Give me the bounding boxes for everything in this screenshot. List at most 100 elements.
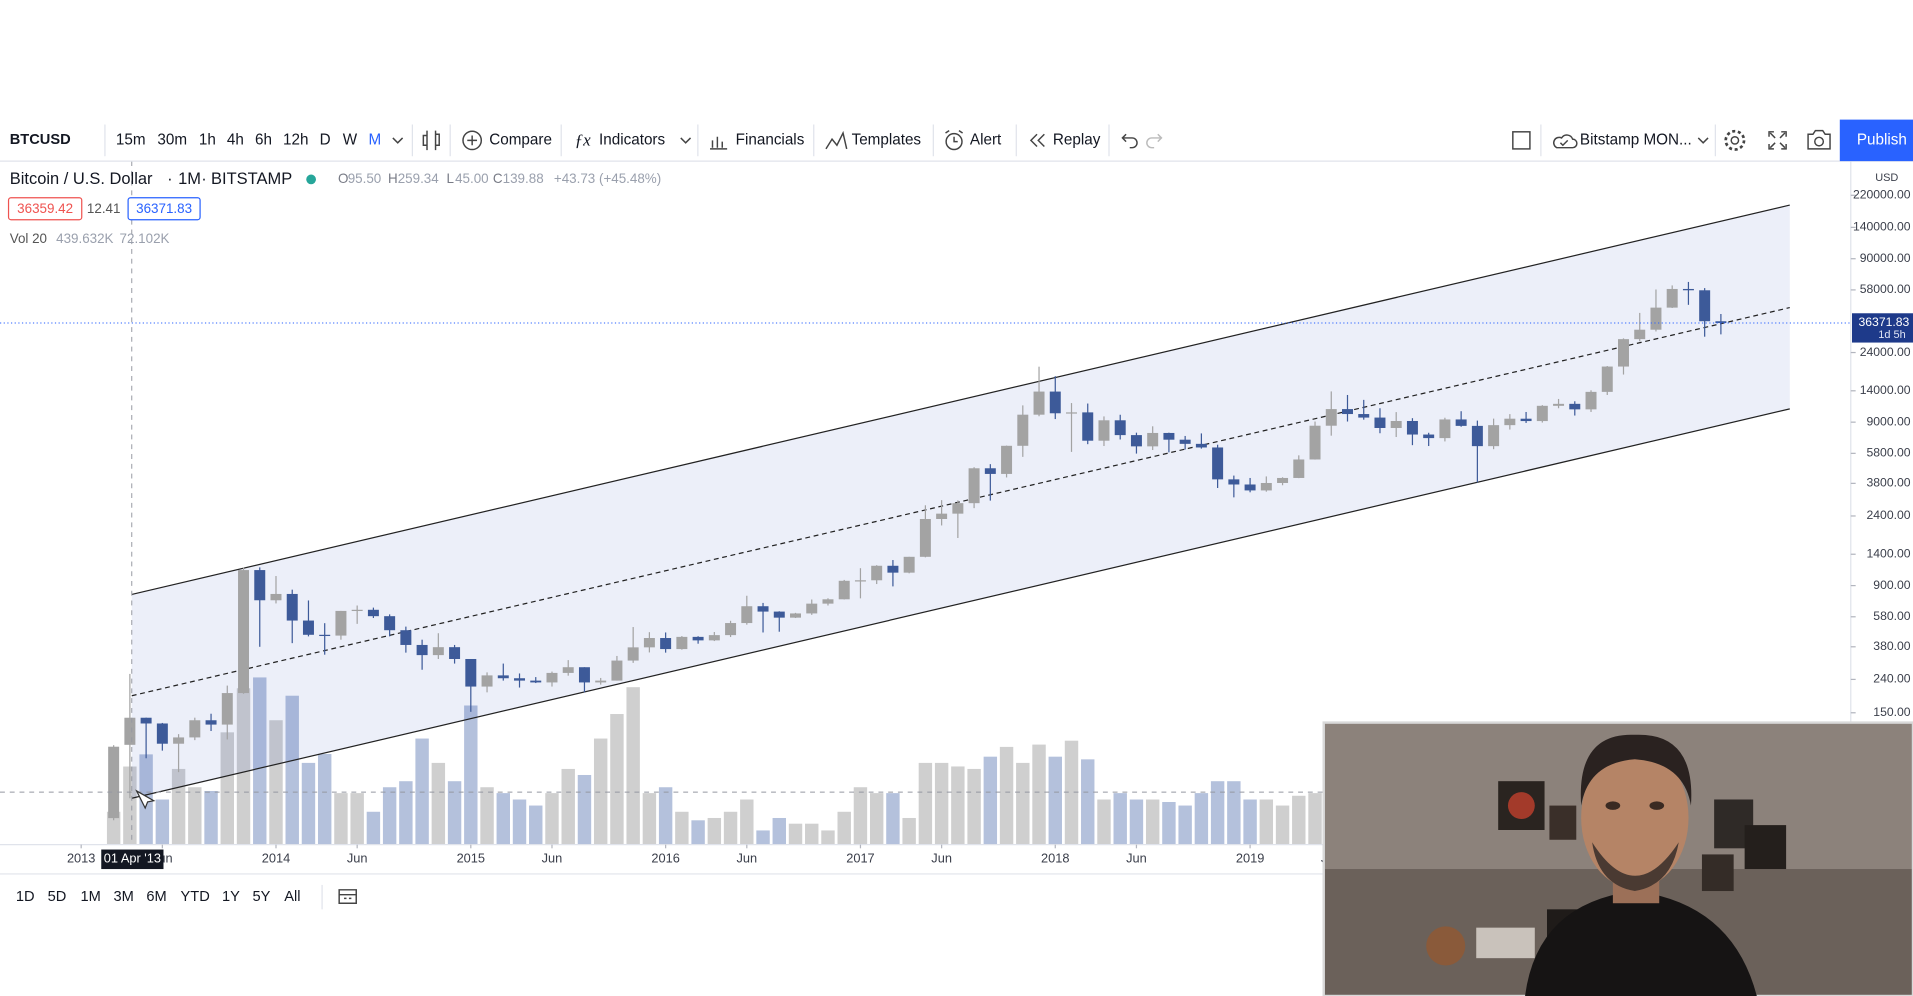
interval[interactable]: W <box>343 131 358 148</box>
dropdown-icon[interactable] <box>392 137 404 144</box>
interval[interactable]: 1h <box>199 131 216 148</box>
volume-bar <box>740 799 754 845</box>
volume-bar <box>350 793 364 845</box>
volume-bar <box>399 781 413 845</box>
volume-bar <box>1243 799 1257 845</box>
redo-icon[interactable] <box>1146 133 1163 149</box>
candle-body <box>1553 403 1565 406</box>
y-tick-label: 240.00 <box>1873 672 1910 686</box>
range-button[interactable]: All <box>284 889 300 905</box>
volume-bar <box>285 695 299 845</box>
candle-body <box>1293 459 1305 478</box>
buy-price[interactable]: 36371.83 <box>136 201 192 216</box>
snapshot-icon-lens <box>1814 136 1825 147</box>
publish-bg[interactable] <box>1839 119 1913 162</box>
range-button[interactable]: 1M <box>81 889 101 905</box>
alert-icon[interactable] <box>945 132 963 151</box>
candle-body <box>1325 409 1337 426</box>
interval[interactable]: 12h <box>283 131 308 148</box>
candle-body <box>627 647 639 661</box>
x-tick-label: Jun <box>931 851 952 866</box>
replay-icon[interactable] <box>1029 133 1045 147</box>
templates-button[interactable]: Templates <box>852 131 922 148</box>
buy-box[interactable] <box>127 197 201 221</box>
y-tick-label: 900.00 <box>1873 578 1910 592</box>
indicators-icon[interactable]: ƒx <box>575 131 592 150</box>
publish-button[interactable]: Publish <box>1857 131 1907 148</box>
dropdown-icon[interactable] <box>680 137 692 144</box>
alert-icon-hands <box>945 129 964 143</box>
volume-bar <box>1210 781 1225 845</box>
volume-bar <box>1145 799 1160 845</box>
range-button[interactable]: 3M <box>113 889 133 905</box>
x-tick-label: 2013 <box>67 851 95 866</box>
fullscreen-icon[interactable] <box>1768 131 1787 150</box>
range-button[interactable]: 1Y <box>222 889 240 905</box>
y-tick-label: 580.00 <box>1873 609 1910 623</box>
candle-body <box>757 606 769 612</box>
range-button[interactable]: YTD <box>181 889 210 905</box>
candle-body <box>205 720 217 725</box>
candle-body <box>1439 419 1451 439</box>
replay-button[interactable]: Replay <box>1053 131 1101 148</box>
indicators-button[interactable]: Indicators <box>599 131 665 148</box>
candle-body <box>1098 420 1110 441</box>
volume-bar <box>1194 793 1209 845</box>
interval[interactable]: D <box>320 131 331 148</box>
candle-body <box>319 634 331 637</box>
volume-bar <box>999 746 1014 845</box>
volume-bar <box>983 756 998 845</box>
snapshot-icon[interactable] <box>1807 129 1831 150</box>
candle-body <box>302 620 314 635</box>
candle-body <box>221 693 233 725</box>
y-tick-label: 150.00 <box>1873 705 1910 719</box>
candle-body <box>773 611 785 618</box>
candle-body <box>1244 484 1256 491</box>
volume-bar <box>707 817 722 845</box>
volume-bar <box>1178 805 1192 845</box>
volume-bar <box>1032 744 1046 845</box>
volume-bar <box>366 811 381 845</box>
y-tick-label: 58000.00 <box>1860 282 1911 296</box>
broker-button[interactable]: Bitstamp MON... <box>1580 131 1692 148</box>
volume-bar <box>902 817 916 845</box>
range-button[interactable]: 1D <box>16 889 35 905</box>
interval[interactable]: 30m <box>157 131 187 148</box>
channel-upper <box>131 204 1790 596</box>
chart-style-icon[interactable] <box>422 130 440 151</box>
symbol[interactable]: BTCUSD <box>10 132 71 148</box>
wall-frame <box>1744 825 1787 870</box>
sell-price[interactable]: 36359.42 <box>17 201 73 216</box>
templates-icon[interactable] <box>825 130 848 150</box>
interval[interactable]: 15m <box>116 131 146 148</box>
broker-icon[interactable] <box>1553 134 1578 149</box>
volume-bar <box>805 823 819 845</box>
volume-bar <box>220 732 234 845</box>
range-button[interactable]: 5Y <box>253 889 271 905</box>
goto-date-icon[interactable] <box>338 889 357 904</box>
settings-icon[interactable] <box>1730 135 1740 145</box>
range-button[interactable]: 6M <box>146 889 166 905</box>
range-button[interactable]: 5D <box>48 889 67 905</box>
layout-icon[interactable] <box>1512 131 1531 150</box>
candle-body <box>286 593 298 621</box>
volume-bar <box>1292 795 1306 845</box>
symbol-name: Bitcoin / U.S. Dollar <box>10 170 153 188</box>
candle-body <box>871 565 883 581</box>
compare-button[interactable]: Compare <box>489 131 552 148</box>
interval[interactable]: 4h <box>227 131 244 148</box>
candle-body <box>108 746 120 819</box>
ohlc-change: +43.73 (+45.48%) <box>554 171 661 186</box>
compare-icon[interactable] <box>462 130 483 151</box>
financials-icon[interactable] <box>710 136 728 150</box>
financials-button[interactable]: Financials <box>736 131 805 148</box>
interval[interactable]: 6h <box>255 131 272 148</box>
undo-icon[interactable] <box>1121 133 1138 149</box>
alert-button[interactable]: Alert <box>970 131 1002 148</box>
sell-box[interactable] <box>7 197 83 221</box>
channel-fill <box>131 205 1790 799</box>
interval-active[interactable]: M <box>368 131 381 148</box>
candle-body <box>254 570 266 601</box>
dropdown-icon[interactable] <box>1697 137 1709 144</box>
